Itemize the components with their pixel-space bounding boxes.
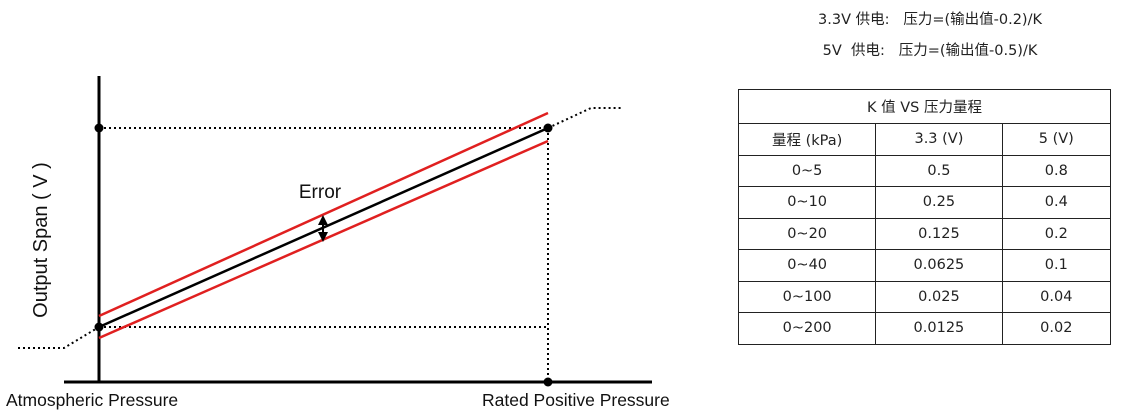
table-row: 0~5 0.5 0.8 [737,154,1112,187]
table-row: 0~100 0.025 0.04 [737,280,1112,313]
y-axis-label: Output Span ( V ) [30,162,52,318]
table-header-row: 量程 (kPa) 3.3 (V) 5 (V) [737,123,1112,156]
range-cell: 0~200 [737,312,877,345]
table-row: 0~40 0.0625 0.1 [737,249,1112,282]
x-right-label: Rated Positive Pressure [482,390,670,410]
top-axis-point [94,123,104,133]
k-5v-cell: 0.2 [1001,217,1112,250]
range-cell: 0~5 [737,154,877,187]
k-5v-cell: 0.1 [1001,249,1112,282]
range-cell: 0~10 [737,186,877,219]
range-cell: 0~20 [737,217,877,250]
formula-5v: 5V 供电: 压力=(输出值-0.5)/K [822,43,1038,59]
k-3v3-cell: 0.125 [875,217,1003,250]
table-title-row: K 值 VS 压力量程 [738,89,1111,124]
full-scale-point [543,123,553,133]
k-5v-cell: 0.04 [1001,280,1112,313]
table-title: K 值 VS 压力量程 [738,89,1111,124]
error-band-upper [98,111,549,318]
upper-saturation-dots [547,107,622,129]
header-5v: 5 (V) [1001,123,1112,156]
output-span-diagram: Error Output Span ( V ) Atmospheric Pres… [6,76,670,410]
k-3v3-cell: 0.025 [875,280,1003,313]
k-3v3-cell: 0.0625 [875,249,1003,282]
table-row: 0~200 0.0125 0.02 [737,312,1112,345]
k-5v-cell: 0.02 [1001,312,1112,345]
k-3v3-cell: 0.5 [875,154,1003,187]
header-range: 量程 (kPa) [737,123,877,156]
k-value-table: K 值 VS 压力量程 量程 (kPa) 3.3 (V) 5 (V) 0~5 0… [737,89,1112,345]
table-row: 0~20 0.125 0.2 [737,217,1112,250]
table-row: 0~10 0.25 0.4 [737,186,1112,219]
rated-pressure-point [543,377,553,387]
k-3v3-cell: 0.25 [875,186,1003,219]
k-5v-cell: 0.8 [1001,154,1112,187]
error-label: Error [299,182,342,203]
lower-saturation-dots [18,326,100,349]
k-5v-cell: 0.4 [1001,186,1112,219]
header-3v3: 3.3 (V) [875,123,1003,156]
range-cell: 0~100 [737,280,877,313]
x-left-label: Atmospheric Pressure [6,390,178,410]
zero-output-point [94,322,104,332]
range-cell: 0~40 [737,249,877,282]
formula-3v3: 3.3V 供电: 压力=(输出值-0.2)/K [818,12,1042,28]
k-3v3-cell: 0.0125 [875,312,1003,345]
